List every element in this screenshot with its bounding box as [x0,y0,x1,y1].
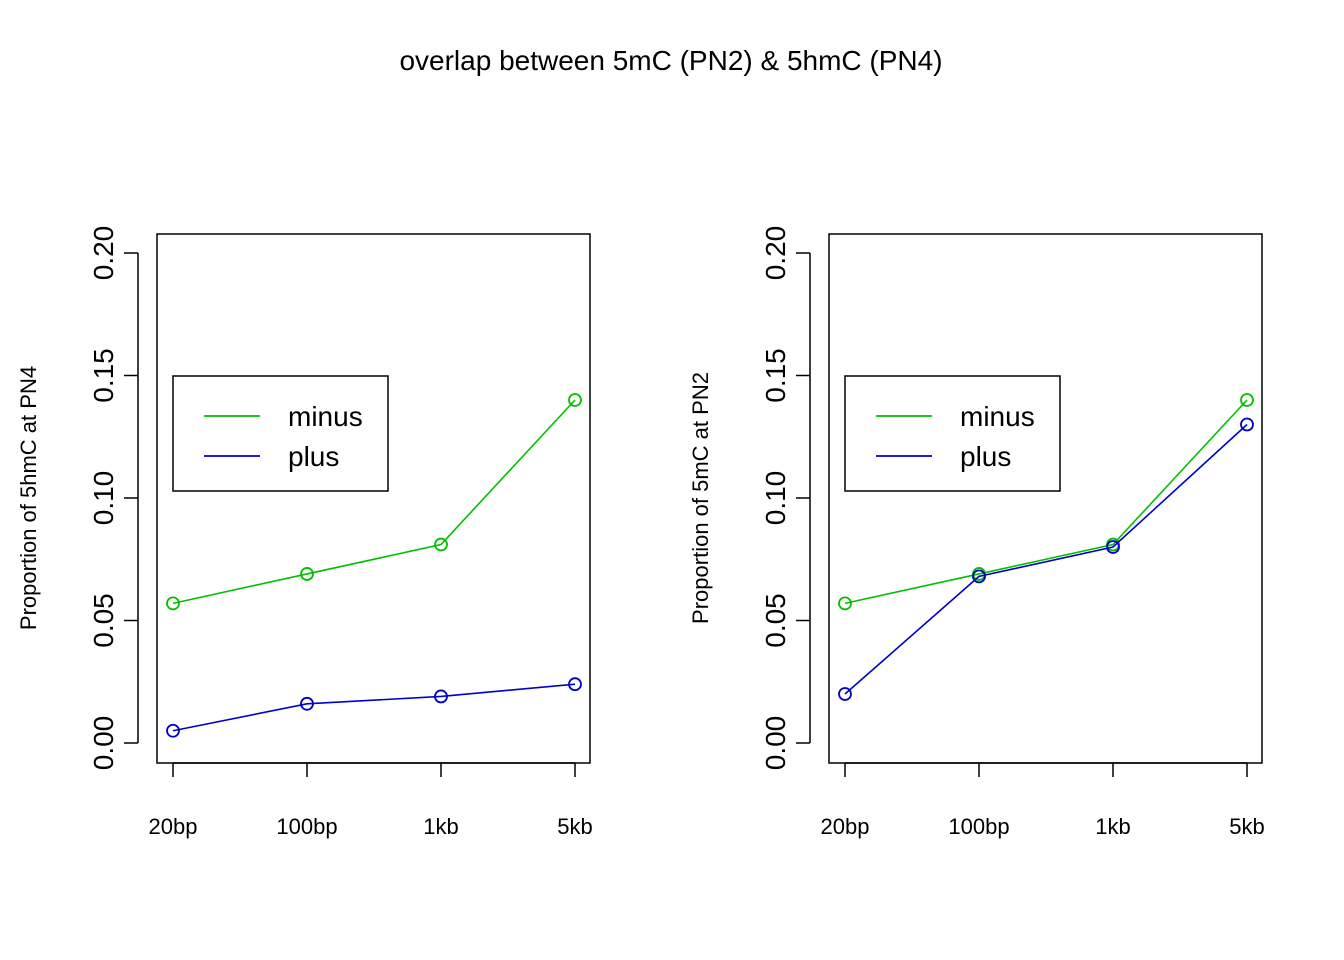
legend-box [172,375,389,492]
series-line-plus [844,423,1248,695]
figure-title: overlap between 5mC (PN2) & 5hmC (PN4) [399,45,942,76]
data-point-minus [568,393,582,407]
chart-panel-left: 0.00 0.05 0.10 0.15 0.20 Proportion of 5hmC a… [16,226,593,839]
x-tick-label: 100bp [948,814,1009,839]
y-tick-label: 0.20 [88,226,119,281]
data-point-plus [300,696,314,711]
chart-panel-right: 0.00 0.05 0.10 0.15 0.20 Proportion of 5mC at… [688,226,1265,839]
data-point-plus [568,677,582,692]
y-tick-label: 0.20 [760,226,791,281]
x-tick-label: 5kb [557,814,592,839]
series-line-minus [844,399,1248,605]
data-point-plus [972,569,986,584]
legend-label-minus: minus [960,401,1035,432]
y-tick-label: 0.15 [760,348,791,403]
data-point-minus [166,596,180,611]
data-point-minus [434,537,448,552]
legend-label-plus: plus [960,441,1011,472]
y-tick-label: 0.10 [88,471,119,526]
x-tick-label: 20bp [149,814,198,839]
data-point-plus [1240,417,1254,432]
y-axis-title: Proportion of 5mC at PN2 [688,372,713,624]
data-point-plus [838,687,852,701]
legend-label-minus: minus [288,401,363,432]
data-point-minus [300,567,314,581]
data-point-plus [434,689,448,704]
y-tick-label: 0.05 [88,593,119,648]
data-point-minus [1240,393,1254,407]
data-point-minus [838,596,852,611]
y-axis-title: Proportion of 5hmC at PN4 [16,366,41,630]
data-point-plus [1106,540,1120,554]
x-tick-label: 100bp [276,814,337,839]
series-line-plus [172,683,576,732]
x-tick-label: 20bp [821,814,870,839]
legend-box [844,375,1061,492]
x-tick-label: 1kb [423,814,458,839]
data-point-plus [166,723,180,738]
legend-label-plus: plus [288,441,339,472]
x-tick-label: 5kb [1229,814,1264,839]
y-tick-label: 0.00 [88,716,119,771]
y-tick-label: 0.10 [760,471,791,526]
x-tick-label: 1kb [1095,814,1130,839]
series-line-minus [172,399,576,605]
y-tick-label: 0.00 [760,716,791,771]
y-tick-label: 0.05 [760,593,791,648]
y-tick-label: 0.15 [88,348,119,403]
